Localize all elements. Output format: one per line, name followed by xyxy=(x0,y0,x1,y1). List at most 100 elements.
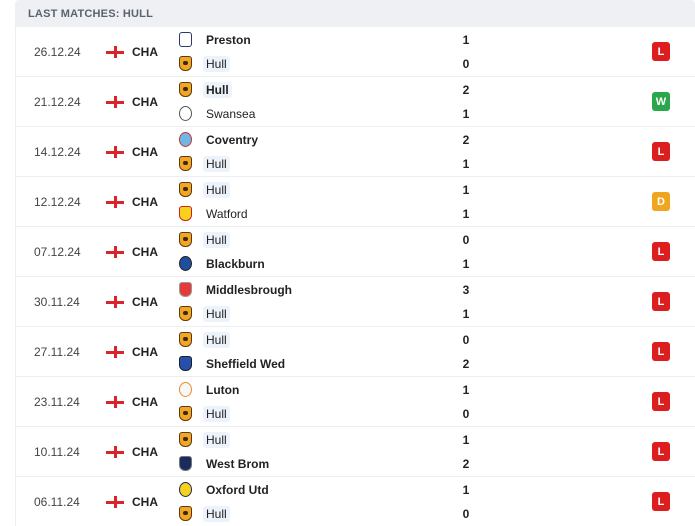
result-badge: L xyxy=(652,42,670,61)
home-team-name: Hull xyxy=(203,431,230,448)
away-score: 0 xyxy=(462,406,470,421)
home-team-name: Hull xyxy=(203,331,230,348)
home-team: Hull xyxy=(179,81,439,99)
match-teams: Hull Sheffield Wed xyxy=(179,331,439,373)
england-flag-icon xyxy=(106,45,124,58)
match-row[interactable]: 14.12.24 CHA Coventry Hull 2 1 L xyxy=(16,127,695,177)
england-flag-icon xyxy=(106,495,124,508)
hull-crest-icon xyxy=(179,156,192,171)
sheffield-wed-crest-icon xyxy=(179,356,192,371)
away-team: Watford xyxy=(179,205,439,223)
blackburn-crest-icon xyxy=(179,256,192,271)
swansea-crest-icon xyxy=(179,106,192,121)
match-row[interactable]: 26.12.24 CHA Preston Hull 1 0 L xyxy=(16,27,695,77)
hull-crest-icon xyxy=(179,332,192,347)
away-team: Hull xyxy=(179,55,439,73)
hull-crest-icon xyxy=(179,432,192,447)
match-list: 26.12.24 CHA Preston Hull 1 0 L 21.12 xyxy=(15,27,695,526)
england-flag-icon xyxy=(106,195,124,208)
away-team: Hull xyxy=(179,305,439,323)
away-score: 0 xyxy=(462,506,470,521)
hull-crest-icon xyxy=(179,306,192,321)
away-team: Hull xyxy=(179,505,439,523)
away-score: 1 xyxy=(462,206,470,221)
home-score: 1 xyxy=(462,482,470,497)
match-score: 2 1 xyxy=(456,77,476,126)
away-team: Swansea xyxy=(179,105,439,123)
match-teams: Oxford Utd Hull xyxy=(179,481,439,523)
away-score: 2 xyxy=(462,456,470,471)
competition-code: CHA xyxy=(132,494,158,509)
coventry-crest-icon xyxy=(179,132,192,147)
away-score: 1 xyxy=(462,106,470,121)
match-teams: Middlesbrough Hull xyxy=(179,281,439,323)
hull-crest-icon xyxy=(179,232,192,247)
match-score: 0 2 xyxy=(456,327,476,376)
away-team: Blackburn xyxy=(179,255,439,273)
home-team: Oxford Utd xyxy=(179,481,439,499)
match-row[interactable]: 21.12.24 CHA Hull Swansea 2 1 W xyxy=(16,77,695,127)
result-badge: D xyxy=(652,192,670,211)
home-score: 1 xyxy=(462,432,470,447)
panel-header: LAST MATCHES: HULL xyxy=(15,0,695,27)
home-team: Preston xyxy=(179,31,439,49)
home-score: 3 xyxy=(462,282,470,297)
england-flag-icon xyxy=(106,295,124,308)
home-score: 1 xyxy=(462,32,470,47)
home-team-name: Hull xyxy=(203,231,230,248)
away-team: Hull xyxy=(179,405,439,423)
result-badge: L xyxy=(652,492,670,511)
match-score: 1 0 xyxy=(456,377,476,426)
home-score: 0 xyxy=(462,332,470,347)
home-team: Middlesbrough xyxy=(179,281,439,299)
match-date: 26.12.24 xyxy=(34,44,81,59)
match-date: 21.12.24 xyxy=(34,94,81,109)
england-flag-icon xyxy=(106,245,124,258)
match-row[interactable]: 23.11.24 CHA Luton Hull 1 0 L xyxy=(16,377,695,427)
result-badge: L xyxy=(652,342,670,361)
away-team: Sheffield Wed xyxy=(179,355,439,373)
luton-crest-icon xyxy=(179,382,192,397)
result-badge: L xyxy=(652,242,670,261)
competition-code: CHA xyxy=(132,94,158,109)
match-row[interactable]: 12.12.24 CHA Hull Watford 1 1 D xyxy=(16,177,695,227)
home-team-name: Coventry xyxy=(206,132,259,147)
match-date: 06.11.24 xyxy=(34,494,80,509)
home-team-name: Oxford Utd xyxy=(206,482,269,497)
last-matches-panel: LAST MATCHES: HULL 26.12.24 CHA Preston … xyxy=(15,0,695,526)
home-team: Hull xyxy=(179,181,439,199)
hull-crest-icon xyxy=(179,56,192,71)
away-team-name: Sheffield Wed xyxy=(206,356,286,371)
home-score: 2 xyxy=(462,82,470,97)
competition-code: CHA xyxy=(132,294,158,309)
match-teams: Hull Watford xyxy=(179,181,439,223)
england-flag-icon xyxy=(106,95,124,108)
competition-code: CHA xyxy=(132,194,158,209)
home-score: 2 xyxy=(462,132,470,147)
match-date: 07.12.24 xyxy=(34,244,81,259)
match-teams: Preston Hull xyxy=(179,31,439,73)
match-row[interactable]: 10.11.24 CHA Hull West Brom 1 2 L xyxy=(16,427,695,477)
away-team-name: Hull xyxy=(203,305,230,322)
match-row[interactable]: 07.12.24 CHA Hull Blackburn 0 1 L xyxy=(16,227,695,277)
result-badge: L xyxy=(652,292,670,311)
england-flag-icon xyxy=(106,395,124,408)
match-date: 10.11.24 xyxy=(34,444,80,459)
match-teams: Hull Swansea xyxy=(179,81,439,123)
watford-crest-icon xyxy=(179,206,192,221)
match-teams: Luton Hull xyxy=(179,381,439,423)
home-team-name: Luton xyxy=(206,382,240,397)
match-date: 27.11.24 xyxy=(34,344,80,359)
away-score: 1 xyxy=(462,256,470,271)
match-row[interactable]: 30.11.24 CHA Middlesbrough Hull 3 1 L xyxy=(16,277,695,327)
away-team-name: Blackburn xyxy=(206,256,265,271)
away-team-name: Hull xyxy=(203,155,230,172)
competition-code: CHA xyxy=(132,344,158,359)
match-teams: Hull Blackburn xyxy=(179,231,439,273)
home-team-name: Middlesbrough xyxy=(206,282,292,297)
preston-crest-icon xyxy=(179,32,192,47)
match-row[interactable]: 27.11.24 CHA Hull Sheffield Wed 0 2 L xyxy=(16,327,695,377)
away-team: West Brom xyxy=(179,455,439,473)
match-teams: Coventry Hull xyxy=(179,131,439,173)
match-score: 3 1 xyxy=(456,277,476,326)
